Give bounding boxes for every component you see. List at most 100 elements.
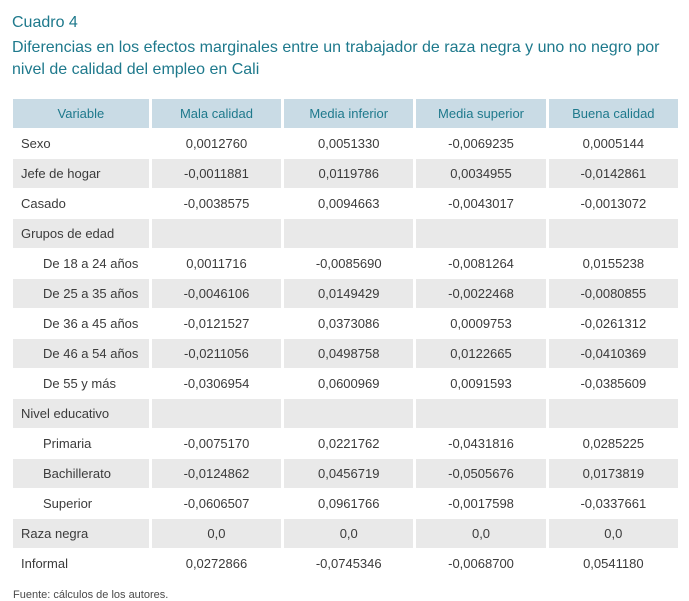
column-header-variable: Variable: [13, 98, 149, 128]
table-header-block: Cuadro 4 Diferencias en los efectos marg…: [12, 14, 681, 82]
value-cell: -0,0075170: [151, 428, 282, 458]
value-cell: 0,0285225: [548, 428, 678, 458]
value-cell: -0,0085690: [284, 248, 414, 278]
source-note: Fuente: cálculos de los autores.: [13, 588, 169, 601]
row-label: Nivel educativo: [13, 398, 149, 428]
table-row: Primaria -0,0075170 0,0221762 -0,0431816 0,0…: [13, 428, 678, 458]
table-row: De 36 a 45 años -0,0121527 0,0373086 0,0009…: [13, 308, 678, 338]
value-cell: -0,0121527: [151, 308, 282, 338]
value-cell: 0,0094663: [284, 188, 414, 218]
value-cell: 0,0456719: [284, 458, 414, 488]
value-cell: -0,0069235: [416, 128, 546, 158]
row-label: De 36 a 45 años: [13, 308, 149, 338]
row-label: Grupos de edad: [13, 218, 149, 248]
row-label: Primaria: [13, 428, 149, 458]
table-row: Nivel educativo: [13, 398, 678, 428]
value-cell: 0,0051330: [284, 128, 414, 158]
value-cell: -0,0410369: [548, 338, 678, 368]
value-cell: [284, 398, 414, 428]
value-cell: 0,0221762: [284, 428, 414, 458]
table-row: Bachillerato -0,0124862 0,0456719 -0,050567…: [13, 458, 678, 488]
value-cell: -0,0080855: [548, 278, 678, 308]
value-cell: [548, 218, 678, 248]
row-label: De 25 a 35 años: [13, 278, 149, 308]
table-row: Informal 0,0272866 -0,0745346 -0,0068700 0,0…: [13, 548, 678, 578]
row-label: Informal: [13, 548, 149, 578]
row-label: De 46 a 54 años: [13, 338, 149, 368]
value-cell: -0,0385609: [548, 368, 678, 398]
value-cell: -0,0017598: [416, 488, 546, 518]
value-cell: -0,0046106: [151, 278, 282, 308]
table-row: De 18 a 24 años 0,0011716 -0,0085690 -0,008…: [13, 248, 678, 278]
table-number: Cuadro 4: [12, 14, 78, 31]
value-cell: [151, 218, 282, 248]
value-cell: 0,0122665: [416, 338, 546, 368]
row-label: Raza negra: [13, 518, 149, 548]
table-title: Diferencias en los efectos marginales en…: [12, 39, 660, 79]
value-cell: -0,0011881: [151, 158, 282, 188]
value-cell: -0,0124862: [151, 458, 282, 488]
value-cell: -0,0606507: [151, 488, 282, 518]
value-cell: -0,0337661: [548, 488, 678, 518]
row-label: Sexo: [13, 128, 149, 158]
value-cell: 0,0119786: [284, 158, 414, 188]
value-cell: [548, 398, 678, 428]
value-cell: 0,0373086: [284, 308, 414, 338]
value-cell: -0,0068700: [416, 548, 546, 578]
value-cell: 0,0034955: [416, 158, 546, 188]
footer: Fuente: cálculos de los autores.: [10, 589, 681, 601]
table-row: Casado -0,0038575 0,0094663 -0,0043017 -0,00…: [13, 188, 678, 218]
value-cell: -0,0745346: [284, 548, 414, 578]
row-label: De 55 y más: [13, 368, 149, 398]
row-label: Jefe de hogar: [13, 158, 149, 188]
table-row: Raza negra 0,0 0,0 0,0 0,0: [13, 518, 678, 548]
value-cell: 0,0: [416, 518, 546, 548]
table-row: De 55 y más -0,0306954 0,0600969 0,0091593-…: [13, 368, 678, 398]
table-row: De 46 a 54 años -0,0211056 0,0498758 0,0122…: [13, 338, 678, 368]
value-cell: 0,0011716: [151, 248, 282, 278]
row-label: Bachillerato: [13, 458, 149, 488]
value-cell: 0,0005144: [548, 128, 678, 158]
table-row: Jefe de hogar -0,0011881 0,0119786 0,003495…: [13, 158, 678, 188]
data-table: Variable Mala calidad Media inferior Med…: [10, 98, 681, 579]
column-header-buena-calidad: Buena calidad: [548, 98, 678, 128]
column-header-media-inferior: Media inferior: [284, 98, 414, 128]
column-header-media-superior: Media superior: [416, 98, 546, 128]
value-cell: 0,0149429: [284, 278, 414, 308]
table-row: Sexo 0,0012760 0,0051330 -0,0069235 0,000514…: [13, 128, 678, 158]
value-cell: 0,0: [284, 518, 414, 548]
table-body: Sexo 0,0012760 0,0051330 -0,0069235 0,000514…: [13, 128, 678, 578]
value-cell: [416, 218, 546, 248]
row-label: Superior: [13, 488, 149, 518]
row-label: De 18 a 24 años: [13, 248, 149, 278]
value-cell: [416, 398, 546, 428]
table-row: Superior -0,0606507 0,0961766 -0,0017598 -0,…: [13, 488, 678, 518]
value-cell: 0,0600969: [284, 368, 414, 398]
value-cell: -0,0142861: [548, 158, 678, 188]
value-cell: -0,0043017: [416, 188, 546, 218]
value-cell: -0,0431816: [416, 428, 546, 458]
value-cell: -0,0306954: [151, 368, 282, 398]
value-cell: -0,0022468: [416, 278, 546, 308]
value-cell: 0,0012760: [151, 128, 282, 158]
value-cell: 0,0155238: [548, 248, 678, 278]
header-row: Variable Mala calidad Media inferior Med…: [13, 98, 678, 128]
value-cell: 0,0009753: [416, 308, 546, 338]
value-cell: 0,0541180: [548, 548, 678, 578]
table-row: De 25 a 35 años -0,0046106 0,0149429 -0,002…: [13, 278, 678, 308]
value-cell: 0,0173819: [548, 458, 678, 488]
value-cell: [284, 218, 414, 248]
column-header-mala-calidad: Mala calidad: [151, 98, 282, 128]
value-cell: -0,0081264: [416, 248, 546, 278]
value-cell: 0,0961766: [284, 488, 414, 518]
value-cell: -0,0505676: [416, 458, 546, 488]
value-cell: 0,0: [151, 518, 282, 548]
row-label: Casado: [13, 188, 149, 218]
value-cell: [151, 398, 282, 428]
value-cell: -0,0013072: [548, 188, 678, 218]
value-cell: 0,0498758: [284, 338, 414, 368]
value-cell: -0,0211056: [151, 338, 282, 368]
value-cell: 0,0272866: [151, 548, 282, 578]
value-cell: -0,0038575: [151, 188, 282, 218]
